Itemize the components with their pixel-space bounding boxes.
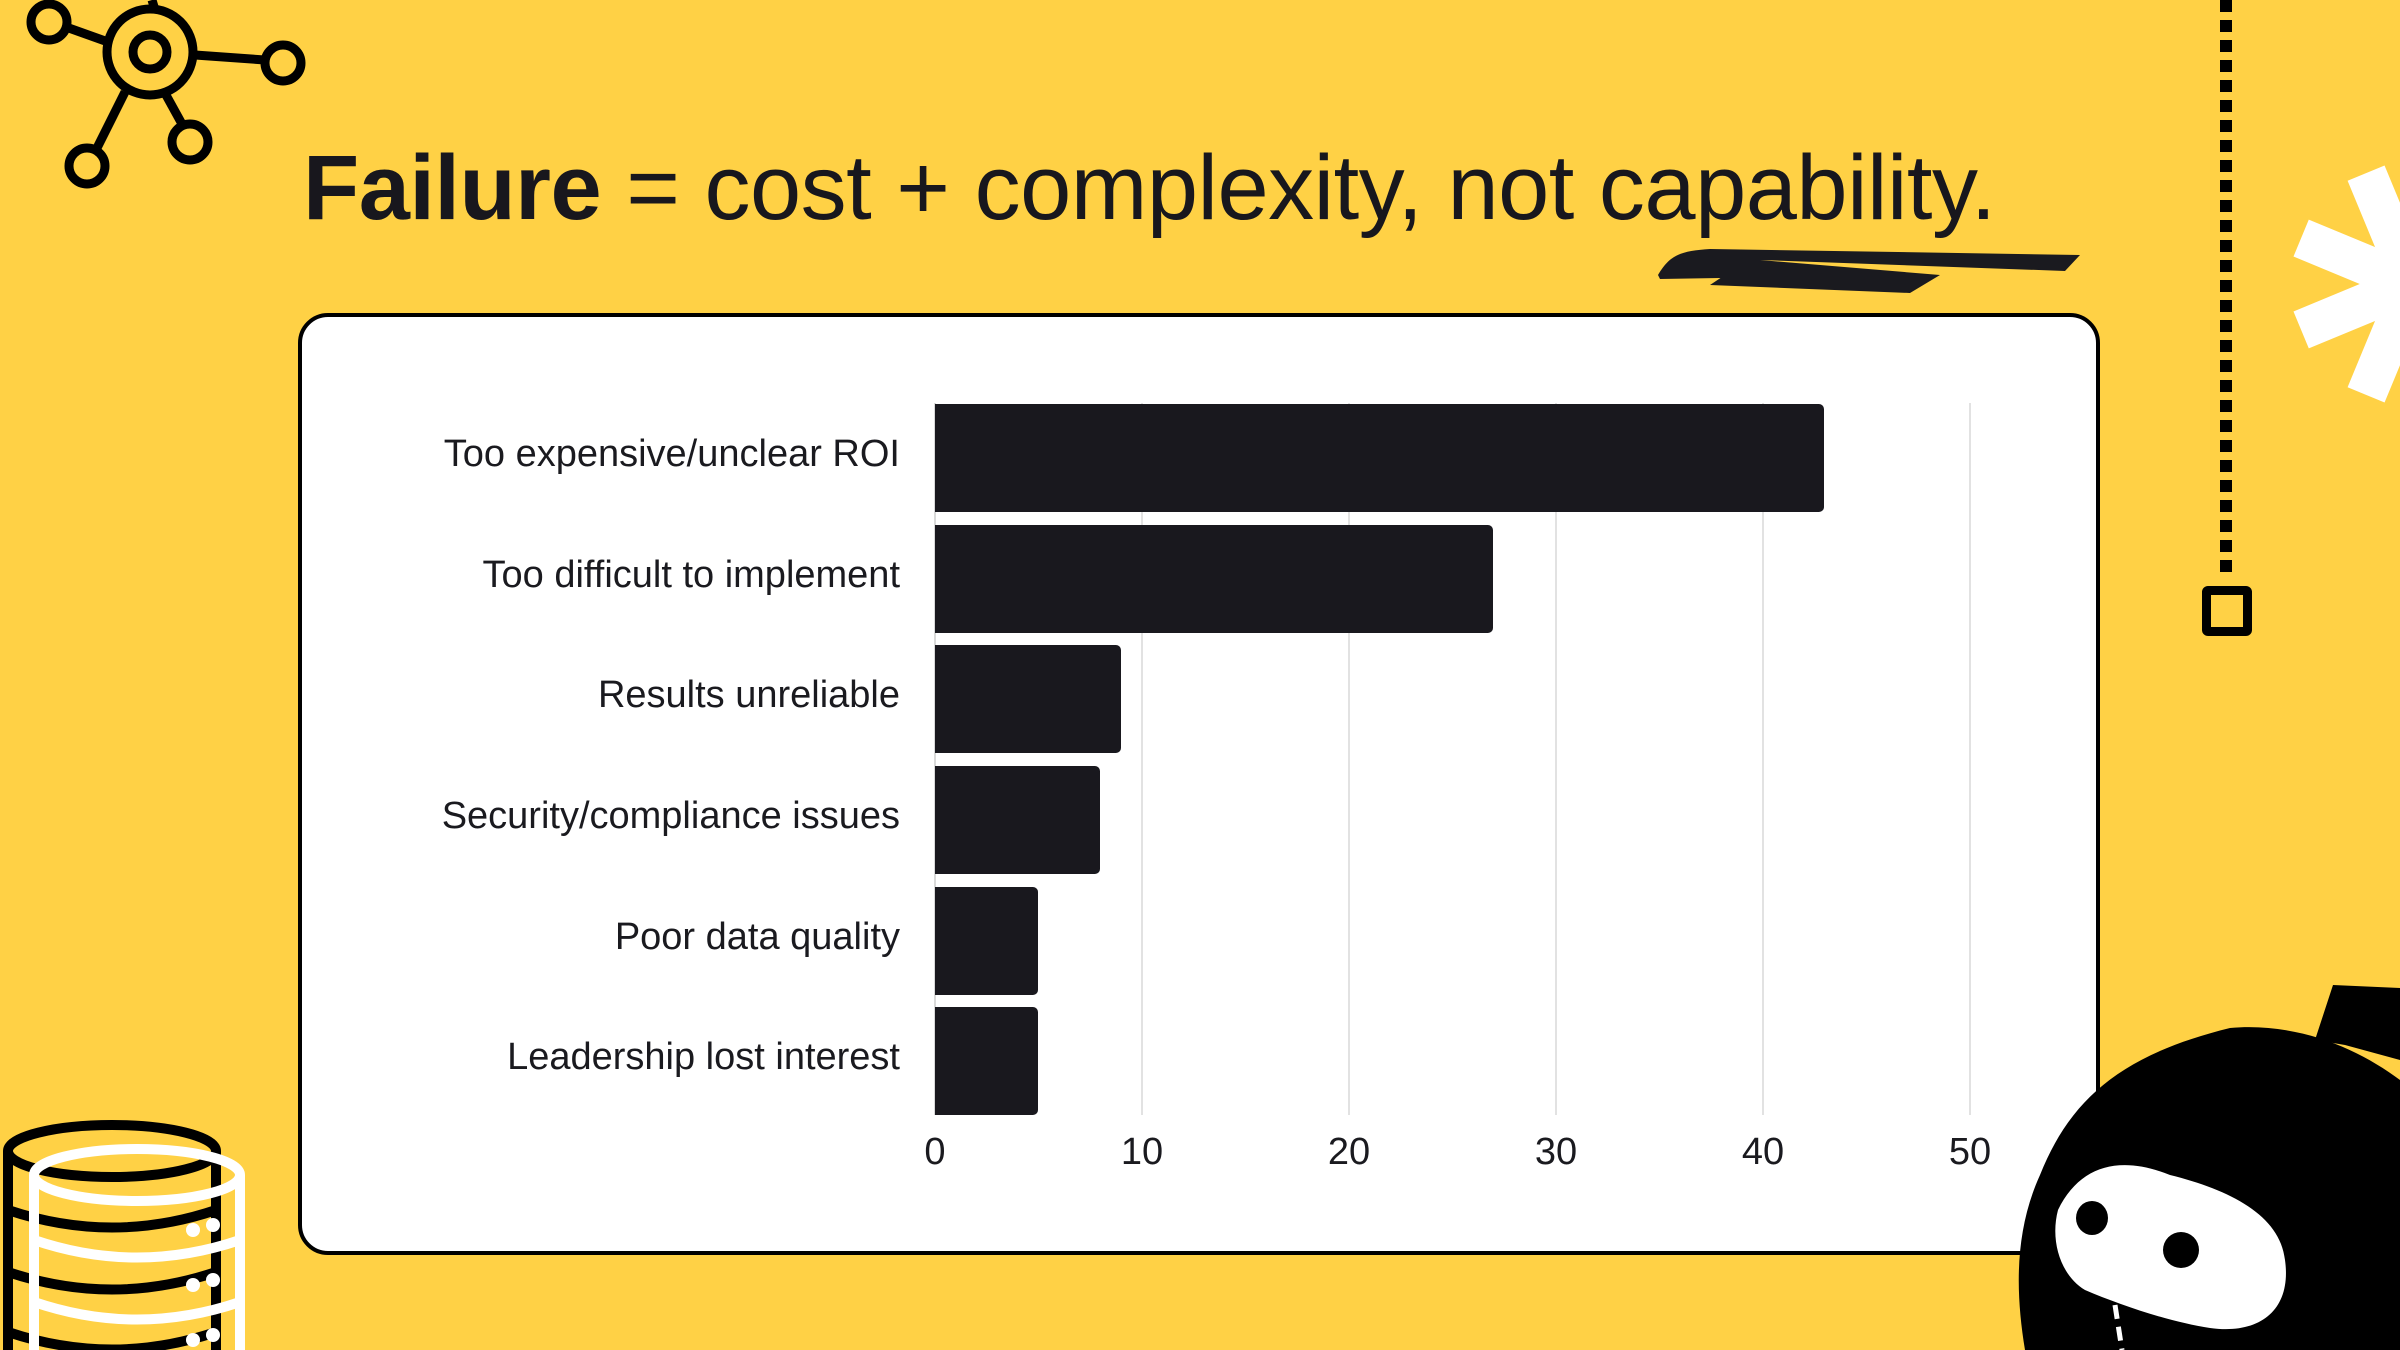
database-stack-icon — [3, 1120, 245, 1350]
gridline-40 — [1762, 403, 1764, 1115]
gridline-20 — [1348, 403, 1350, 1115]
x-tick-label: 10 — [1120, 1131, 1164, 1173]
category-label: Too difficult to implement — [482, 554, 901, 596]
title-equation: = cost + complexity, not capability. — [601, 137, 1996, 239]
bar-too-expensive[interactable] — [935, 404, 1824, 512]
ninja-mascot-icon — [2018, 985, 2400, 1350]
y-axis-line — [934, 403, 936, 1115]
category-label: Security/compliance issues — [441, 795, 900, 837]
asterisk-icon — [2293, 165, 2400, 403]
bar-security-compliance[interactable] — [935, 766, 1100, 874]
category-label: Poor data quality — [614, 916, 900, 958]
scribble-underline-icon — [1658, 249, 2080, 293]
x-tick-label: 50 — [1948, 1131, 1992, 1173]
x-tick-label: 20 — [1327, 1131, 1371, 1173]
x-tick-label: 0 — [924, 1131, 946, 1173]
dotted-line — [2220, 0, 2232, 580]
x-tick-label: 30 — [1534, 1131, 1578, 1173]
network-hub-icon — [26, 0, 306, 189]
slide-title: Failure = cost + complexity, not capabil… — [303, 128, 1996, 248]
gridline-30 — [1555, 403, 1557, 1115]
bar-too-difficult[interactable] — [935, 525, 1493, 633]
category-label: Leadership lost interest — [507, 1036, 900, 1078]
category-label: Too expensive/unclear ROI — [443, 433, 900, 475]
gridline-10 — [1141, 403, 1143, 1115]
title-bold-word: Failure — [303, 137, 602, 239]
square-end-icon — [2202, 586, 2252, 636]
bar-results-unreliable[interactable] — [935, 645, 1121, 753]
category-label: Results unreliable — [597, 674, 900, 716]
gridline-50 — [1969, 403, 1971, 1115]
x-tick-label: 40 — [1741, 1131, 1785, 1173]
bar-poor-data-quality[interactable] — [935, 887, 1038, 995]
bar-leadership-lost-interest[interactable] — [935, 1007, 1038, 1115]
